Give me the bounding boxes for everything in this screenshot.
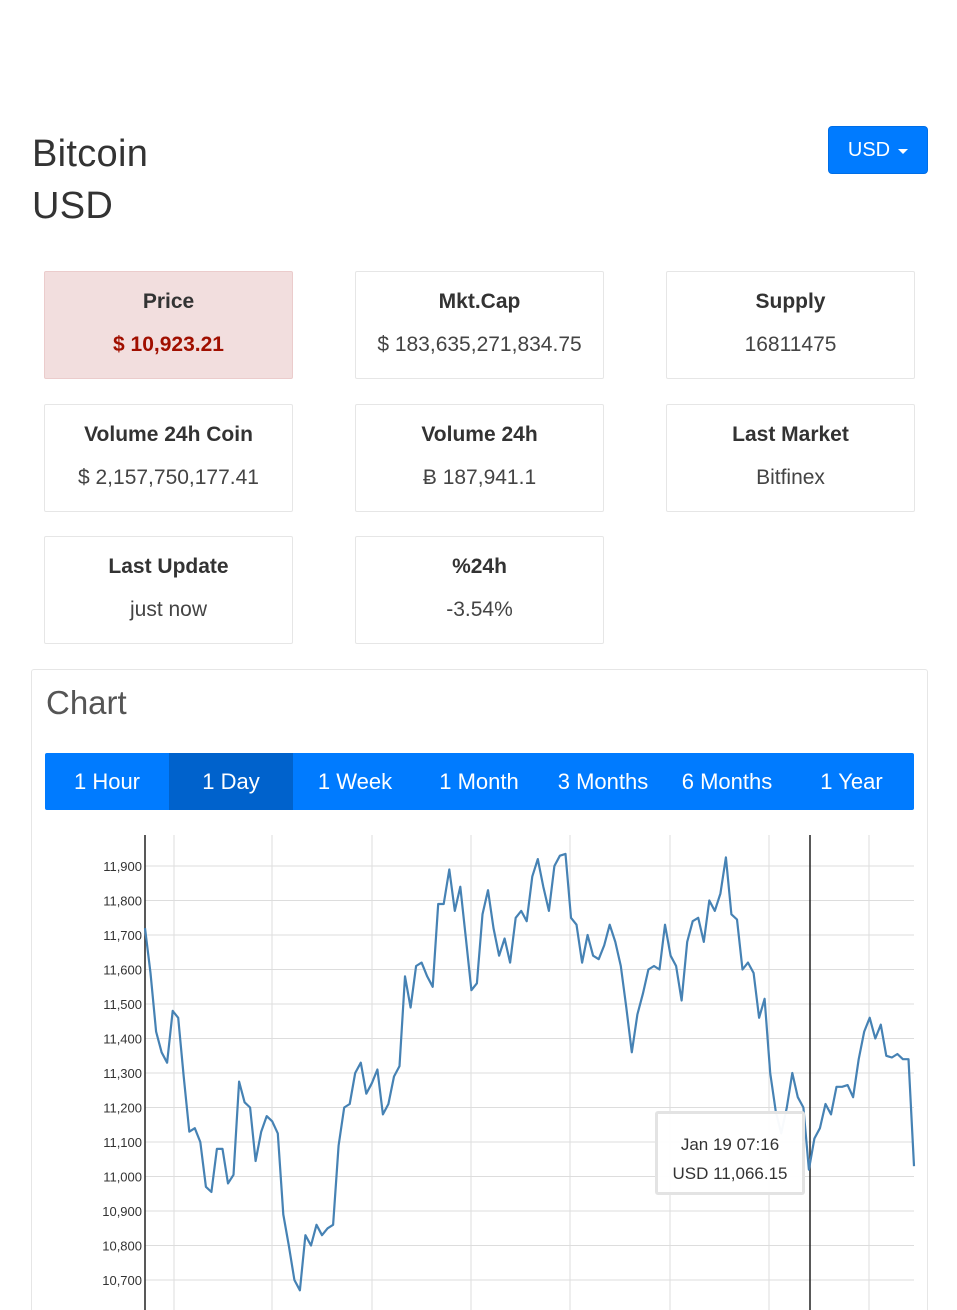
supply-card: Supply 16811475 — [666, 271, 915, 379]
price-value: $ 10,923.21 — [113, 333, 224, 356]
volume-24h-coin-value: $ 2,157,750,177.41 — [77, 466, 259, 489]
coin-name: Bitcoin — [32, 133, 149, 175]
tab-1-week[interactable]: 1 Week — [317, 769, 393, 794]
chart-title: Chart — [46, 684, 127, 721]
y-tick-label: 10,800 — [102, 1239, 142, 1254]
market-cap-value: $ 183,635,271,834.75 — [377, 333, 582, 356]
chart-tooltip: Jan 19 07:16 USD 11,066.15 — [655, 1111, 805, 1195]
y-tick-label: 10,900 — [102, 1204, 142, 1219]
tab-1-month[interactable]: 1 Month — [439, 769, 519, 794]
volume-24h-value: Ƀ 187,941.1 — [422, 466, 537, 489]
market-cap-label: Mkt.Cap — [438, 290, 521, 313]
chart-line-layer — [143, 852, 916, 1292]
y-tick-label: 11,600 — [103, 963, 142, 978]
chart-panel: Chart 1 Hour 1 Day 1 Week 1 Month 3 Mont… — [31, 669, 928, 1310]
currency-name: USD — [32, 185, 114, 227]
y-tick-label: 11,500 — [103, 997, 142, 1012]
volume-24h-coin-label: Volume 24h Coin — [84, 423, 253, 446]
y-tick-label: 11,900 — [103, 859, 142, 874]
tab-3-months[interactable]: 3 Months — [557, 769, 649, 794]
volume-24h-coin-card: Volume 24h Coin $ 2,157,750,177.41 — [44, 404, 293, 512]
currency-dropdown-label: USD — [847, 138, 891, 161]
supply-value: 16811475 — [744, 333, 837, 356]
tab-1-year[interactable]: 1 Year — [820, 769, 883, 794]
price-label: Price — [142, 290, 195, 313]
last-market-label: Last Market — [732, 423, 849, 446]
y-tick-label: 11,700 — [103, 928, 142, 943]
last-update-value: just now — [129, 598, 208, 621]
tooltip-time: Jan 19 07:16 — [680, 1135, 780, 1154]
page-title: Bitcoin USD — [32, 128, 148, 232]
volume-24h-label: Volume 24h — [421, 423, 538, 446]
last-market-card: Last Market Bitfinex — [666, 404, 915, 512]
tab-6-months[interactable]: 6 Months — [681, 769, 773, 794]
y-tick-label: 11,200 — [103, 1101, 142, 1116]
tooltip-value: USD 11,066.15 — [672, 1164, 788, 1183]
y-tick-label: 11,800 — [103, 894, 142, 909]
y-tick-label: 11,300 — [103, 1066, 142, 1081]
currency-dropdown-button[interactable]: USD — [828, 126, 928, 174]
market-cap-card: Mkt.Cap $ 183,635,271,834.75 — [355, 271, 604, 379]
caret-down-icon — [898, 148, 909, 154]
y-tick-label: 11,000 — [103, 1170, 142, 1185]
last-market-value: Bitfinex — [756, 466, 825, 489]
y-tick-label: 10,700 — [102, 1273, 142, 1288]
y-tick-label: 11,100 — [103, 1135, 142, 1150]
price-series-line — [143, 852, 916, 1292]
price-card: Price $ 10,923.21 — [44, 271, 293, 379]
change-24h-card: %24h -3.54% — [355, 536, 604, 644]
y-tick-label: 11,400 — [103, 1032, 142, 1047]
change-24h-value: -3.54% — [446, 598, 513, 621]
tab-1-hour[interactable]: 1 Hour — [73, 769, 141, 794]
tab-1-day[interactable]: 1 Day — [169, 753, 293, 810]
chart-axis: 10,700 10,800 10,900 11,000 11,100 11,200 11,3… — [102, 835, 811, 1310]
volume-24h-card: Volume 24h Ƀ 187,941.1 — [355, 404, 604, 512]
range-tabs: 1 Hour 1 Day 1 Week 1 Month 3 Months 6 M… — [45, 753, 914, 810]
supply-label: Supply — [755, 290, 826, 313]
change-24h-label: %24h — [452, 555, 507, 578]
last-update-label: Last Update — [108, 555, 229, 578]
last-update-card: Last Update just now — [44, 536, 293, 644]
